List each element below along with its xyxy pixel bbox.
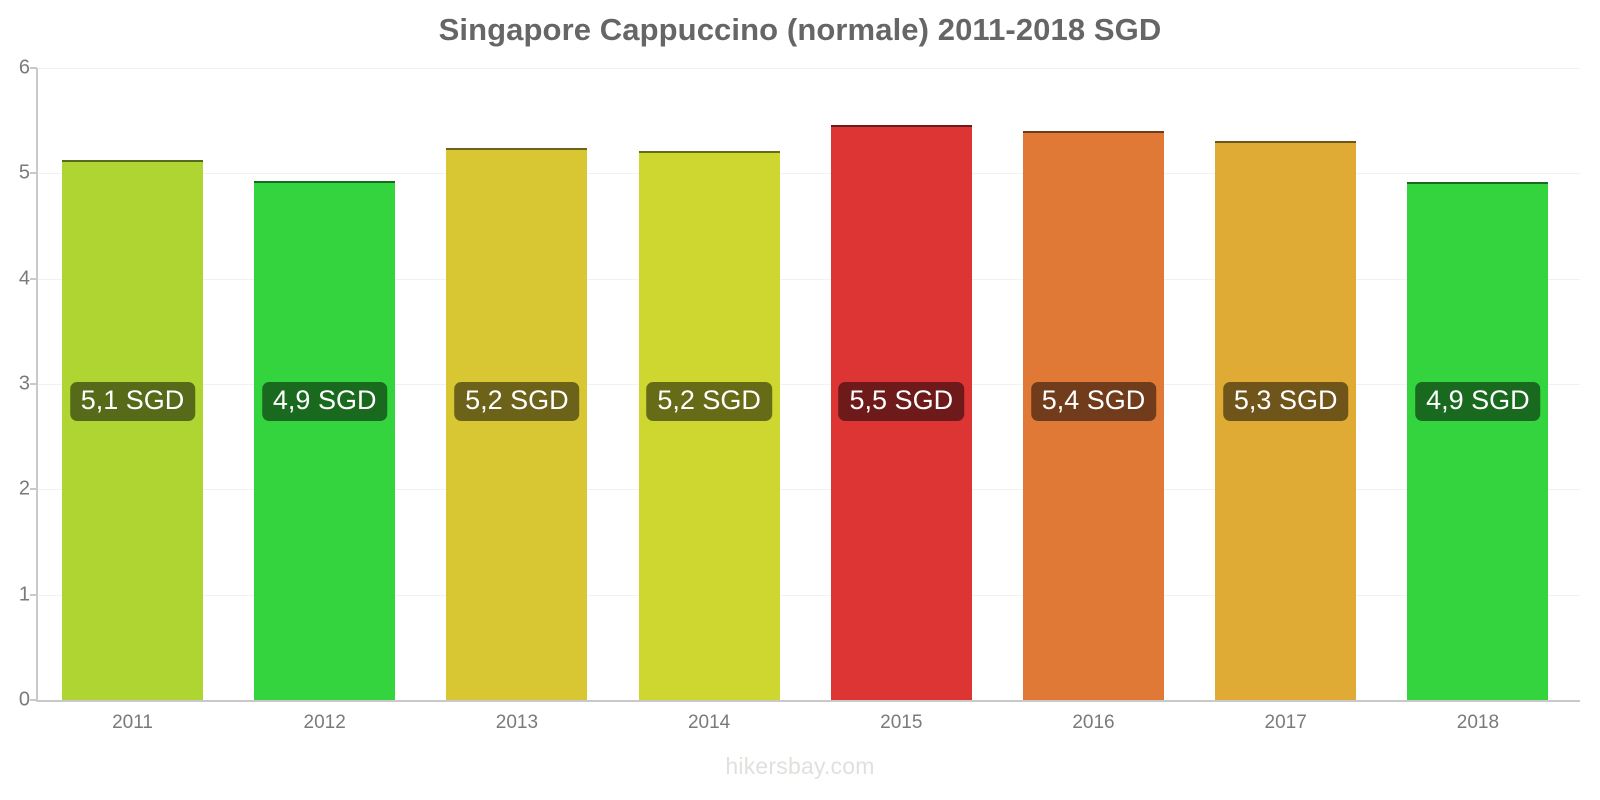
- bar-fill: [446, 148, 588, 700]
- bar-fill: [1407, 181, 1549, 700]
- bar[interactable]: 5,2 SGD: [446, 148, 588, 700]
- x-axis-tick-label: 2016: [1072, 712, 1115, 733]
- y-axis-ticks: 0 1 2 3 4 5 6: [0, 57, 37, 711]
- x-axis-tick-label: 2018: [1456, 712, 1500, 733]
- chart-title: Singapore Cappuccino (normale) 2011-2018…: [438, 12, 1162, 47]
- y-axis-tick-mark: [30, 172, 37, 175]
- bar[interactable]: 5,2 SGD: [638, 151, 780, 700]
- x-axis-tick-label: 2012: [303, 712, 346, 733]
- y-axis-tick-label: 2: [18, 477, 30, 500]
- bar-fill: [638, 151, 780, 700]
- gridline: [36, 68, 1580, 69]
- y-axis-line: [36, 68, 38, 702]
- bar-value-label: 5,1 SGD: [69, 381, 196, 421]
- y-axis-tick-label: 4: [18, 267, 30, 290]
- bar[interactable]: 4,9 SGD: [254, 180, 396, 700]
- bar[interactable]: 5,1 SGD: [62, 159, 203, 700]
- y-axis-tick-mark: [30, 383, 37, 385]
- gridline: [36, 173, 1580, 175]
- y-axis-tick-mark: [30, 488, 37, 491]
- bar-fill: [62, 159, 203, 700]
- bar[interactable]: 5,4 SGD: [1023, 131, 1164, 700]
- bar-value-label: 5,4 SGD: [1030, 381, 1157, 421]
- y-axis-tick-label: 5: [18, 161, 30, 184]
- footer-credit: hikersbay.com: [725, 753, 875, 779]
- bar[interactable]: 4,9 SGD: [1407, 181, 1549, 700]
- bar-value-label: 4,9 SGD: [261, 381, 388, 421]
- gridline: [36, 594, 1580, 596]
- bar-value-label: 5,5 SGD: [838, 381, 965, 421]
- x-axis-tick-label: 2014: [687, 712, 731, 733]
- bar-value-label: 5,2 SGD: [454, 381, 580, 421]
- bar[interactable]: 5,3 SGD: [1215, 140, 1357, 700]
- bar[interactable]: 5,5 SGD: [830, 124, 972, 700]
- y-axis-tick-label: 3: [18, 372, 30, 395]
- y-axis-tick-mark: [30, 277, 37, 280]
- gridline: [36, 384, 1580, 385]
- x-axis-tick-label: 2015: [880, 712, 923, 733]
- plot-area: [36, 68, 1580, 702]
- y-axis-tick-mark: [30, 67, 37, 69]
- x-axis-tick-label: 2017: [1264, 712, 1307, 733]
- y-axis-tick-label: 1: [18, 583, 30, 606]
- gridline: [36, 278, 1580, 280]
- y-axis-tick-mark: [30, 593, 37, 596]
- x-axis-tick-label: 2011: [112, 712, 153, 733]
- bar-value-label: 5,2 SGD: [646, 381, 772, 421]
- x-axis-tick-label: 2013: [495, 712, 539, 733]
- y-axis-tick-label: 0: [18, 688, 30, 711]
- bar-value-label: 5,3 SGD: [1222, 381, 1349, 421]
- bar-value-label: 4,9 SGD: [1415, 381, 1541, 421]
- gridline: [36, 489, 1580, 491]
- axis-baseline: [36, 700, 1580, 702]
- bar-fill: [254, 180, 396, 700]
- y-axis-tick-label: 6: [18, 56, 30, 79]
- y-axis-tick-mark: [30, 699, 37, 701]
